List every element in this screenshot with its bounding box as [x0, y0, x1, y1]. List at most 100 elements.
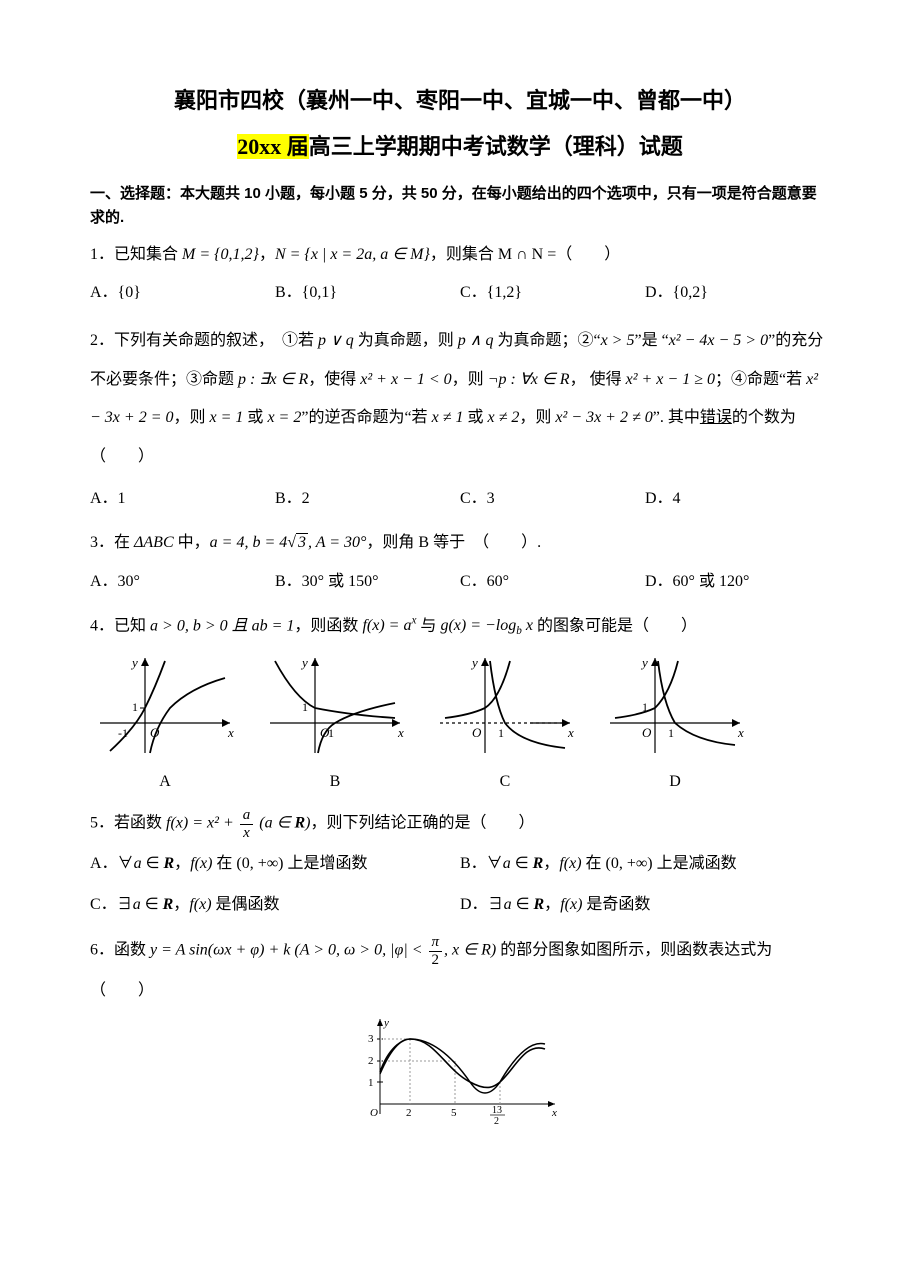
q2-l2b: x² − 4x − 5 > 0 — [669, 332, 768, 349]
q4-chart-a: O x y 1 -1 — [90, 653, 240, 763]
q2-opt-c: C．3 — [460, 484, 645, 514]
q1-opt-c: C．{1,2} — [460, 278, 645, 308]
question-3: 3．在 ΔABC 中，a = 4, b = 4√3, A = 30°，则角 B … — [90, 528, 830, 558]
q2-s4: 为真命题；②“ — [493, 332, 600, 349]
q4-chart-b: O x y 1 1 — [260, 653, 410, 763]
q4-charts: O x y 1 -1 O x y 1 1 O x y 1 — [90, 653, 830, 763]
q2-s3: p ∧ q — [458, 332, 494, 349]
q2-opt-b: B．2 — [275, 484, 460, 514]
q3-prefix: 3．在 — [90, 534, 134, 551]
title-line-2: 20xx 届高三上学期期中考试数学（理科）试题 — [90, 126, 830, 168]
q3-opt-d: D．60° 或 120° — [645, 567, 830, 597]
svg-text:x: x — [551, 1107, 557, 1119]
q2-l3f: x = 1 — [210, 409, 244, 426]
q2-l4c: x² − 3x + 2 ≠ 0 — [555, 409, 652, 426]
svg-text:y: y — [640, 655, 648, 670]
q2-l2a: “ — [662, 332, 669, 349]
q5-frac-num: a — [240, 807, 254, 825]
q2-opt-a: A．1 — [90, 484, 275, 514]
q2-s2: 为真命题，则 — [354, 332, 458, 349]
q4-chart-c: O x y 1 — [430, 653, 580, 763]
q6-graph: 3 2 1 O x y 2 5 13 2 — [90, 1014, 830, 1135]
q3-mid: 中， — [174, 534, 210, 551]
q3-tri: ΔABC — [134, 534, 174, 551]
q2-l3a: 使得 — [590, 371, 626, 388]
svg-text:1: 1 — [498, 726, 504, 740]
q2-s5: x > 5 — [601, 332, 635, 349]
q1-setM: M = {0,1,2} — [182, 246, 259, 263]
q2-l2e: ，使得 — [308, 371, 360, 388]
q4-and: 与 — [416, 617, 440, 634]
svg-text:y: y — [300, 655, 308, 670]
q2-l2i: ， — [570, 371, 586, 388]
q2-opt-d: D．4 — [645, 484, 830, 514]
q1-rest: ，则集合 M ∩ N =（ ） — [430, 246, 620, 263]
svg-text:1: 1 — [668, 726, 674, 740]
svg-text:2: 2 — [406, 1107, 412, 1119]
q1-options: A．{0} B．{0,1} C．{1,2} D．{0,2} — [90, 278, 830, 308]
q6-rest: 的部分图象如图所示，则函数表达式为 — [496, 942, 772, 959]
q2-l2d: p : ∃x ∈ R — [238, 371, 308, 388]
q2-l3e: ，则 — [174, 409, 210, 426]
q2-l3i: ”的逆否命题为“若 — [301, 409, 431, 426]
q2-prefix: 2．下列有关命题的叙述， ①若 — [90, 332, 318, 349]
question-6: 6．函数 y = A sin(ωx + φ) + k (A > 0, ω > 0… — [90, 934, 830, 968]
question-2: 2．下列有关命题的叙述， ①若 p ∨ q 为真命题，则 p ∧ q 为真命题；… — [90, 322, 830, 476]
q4-chart-d: O x y 1 1 — [600, 653, 750, 763]
svg-text:O: O — [370, 1107, 378, 1119]
q2-l3h: x = 2 — [267, 409, 301, 426]
svg-text:x: x — [567, 725, 574, 740]
section-header: 一、选择题：本大题共 10 小题，每小题 5 分，共 50 分，在每小题给出的四… — [90, 182, 830, 230]
q6-paren: （ ） — [90, 976, 830, 1006]
svg-text:x: x — [737, 725, 744, 740]
q4-chart-labels: A B C D — [90, 767, 830, 797]
q3-opt-a: A．30° — [90, 567, 275, 597]
svg-text:x: x — [227, 725, 234, 740]
svg-text:3: 3 — [368, 1033, 374, 1045]
q6-frac-den: 2 — [429, 952, 443, 969]
q1-opt-a: A．{0} — [90, 278, 275, 308]
svg-text:2: 2 — [368, 1055, 374, 1067]
q3-opt-b: B．30° 或 150° — [275, 567, 460, 597]
q2-options: A．1 B．2 C．3 D．4 — [90, 484, 830, 514]
svg-text:1: 1 — [132, 700, 138, 714]
q1-prefix: 1．已知集合 — [90, 246, 182, 263]
q2-l3g: 或 — [243, 409, 267, 426]
q2-l3j: x ≠ 1 — [432, 409, 464, 426]
q2-l3b: x² + x − 1 ≥ 0 — [626, 371, 715, 388]
question-1: 1．已知集合 M = {0,1,2}，N = {x | x = 2a, a ∈ … — [90, 240, 830, 270]
q4-mid: ，则函数 — [294, 617, 362, 634]
q2-s6: ”是 — [634, 332, 657, 349]
q2-l4d: ”. 其中 — [653, 409, 700, 426]
q1-setN: N = {x | x = 2a, a ∈ M} — [275, 246, 430, 263]
q3-options: A．30° B．30° 或 150° C．60° D．60° 或 120° — [90, 567, 830, 597]
q5-options-row2: C．∃a ∈ R，f(x) 是偶函数 D．∃a ∈ R，f(x) 是奇函数 — [90, 890, 830, 920]
q2-l2h: ¬p : ∀x ∈ R — [488, 371, 570, 388]
q2-l3c: ；④命题“若 — [715, 371, 806, 388]
question-5: 5．若函数 f(x) = x² + ax (a ∈ R)，则下列结论正确的是（ … — [90, 807, 830, 841]
q2-l2g: ，则 — [452, 371, 488, 388]
svg-text:O: O — [642, 725, 652, 740]
q4-label-c: C — [430, 767, 580, 797]
q4-rest: 的图象可能是（ ） — [533, 617, 697, 634]
q3-opt-c: C．60° — [460, 567, 645, 597]
q4-label-d: D — [600, 767, 750, 797]
svg-text:O: O — [472, 725, 482, 740]
q2-l4b: ，则 — [519, 409, 555, 426]
q1-opt-d: D．{0,2} — [645, 278, 830, 308]
q3-rest: ，则角 B 等于 （ ）. — [366, 534, 541, 551]
q6-frac-num: π — [429, 934, 443, 952]
q5-options-row1: A．∀a ∈ R，f(x) 在 (0, +∞) 上是增函数 B．∀a ∈ R，f… — [90, 849, 830, 879]
svg-text:y: y — [470, 655, 478, 670]
q5-frac-den: x — [240, 825, 254, 842]
q4-prefix: 4．已知 — [90, 617, 150, 634]
svg-text:y: y — [130, 655, 138, 670]
svg-text:2: 2 — [494, 1116, 499, 1124]
svg-text:x: x — [397, 725, 404, 740]
q5-rest: ，则下列结论正确的是（ ） — [311, 815, 535, 832]
q2-l4a: x ≠ 2 — [487, 409, 519, 426]
svg-text:y: y — [383, 1017, 389, 1029]
highlight-year: 20xx 届 — [237, 134, 309, 159]
q2-l2f: x² + x − 1 < 0 — [360, 371, 451, 388]
q1-opt-b: B．{0,1} — [275, 278, 460, 308]
